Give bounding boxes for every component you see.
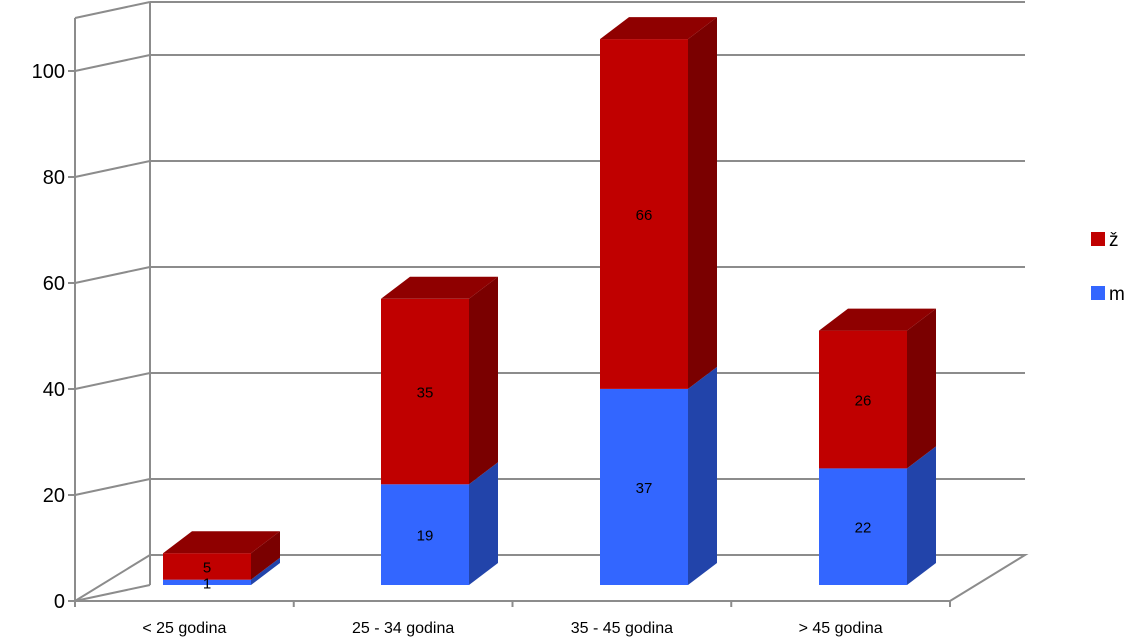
gridline-diagonal [74,478,151,496]
label-layer: 15 19 35 37 66 22 26 [203,207,872,592]
data-label: 35 [417,385,434,402]
bar-side-m [688,366,717,585]
bar-side-m [469,462,498,585]
y-tick-label: 20 [43,485,65,507]
legend: žm [1091,230,1125,305]
grid-layer [71,1,1029,602]
bar-top-ž [600,17,717,40]
data-label: 22 [855,520,872,537]
bar-side-ž [688,17,717,389]
y-tick-label: 80 [43,167,65,189]
legend-label: m [1109,284,1125,305]
wall-top-diagonal [74,1,151,19]
bar-segment-ž [600,39,688,389]
bar-segment-ž [163,553,251,580]
bar-segment-m [600,388,688,585]
gridline-diagonal [74,266,151,284]
bar-side-m [907,446,936,585]
data-label: 5 [203,559,211,576]
gridline-diagonal [74,160,151,178]
data-label: 26 [855,393,872,410]
bar-top-ž [819,308,936,331]
bar-side-ž [251,531,280,580]
y-tick-label: 0 [54,591,65,613]
data-label: 37 [636,480,653,497]
bar-segment-m [163,579,251,585]
legend-swatch-m [1091,286,1105,300]
bar-side-ž [469,276,498,485]
x-tick-label: 25 - 34 godina [352,620,454,637]
bar-segment-ž [819,330,907,469]
y-tick-label: 40 [43,379,65,401]
x-tick-label: > 45 godina [799,620,883,637]
bar-side-ž [907,308,936,469]
bar-segment-m [819,468,907,585]
gridline-diagonal [74,54,151,72]
y-tick-label: 60 [43,273,65,295]
axis-layer: 0 20 40 60 80 100 < 25 godina 25 - 34 godina 35 … [32,18,951,637]
x-tick-label: < 25 godina [142,620,226,637]
bar-layer [163,17,936,585]
gridline-diagonal [74,372,151,390]
legend-label: ž [1109,230,1119,251]
data-label: 66 [636,207,653,224]
data-label: 19 [417,528,434,545]
gridline-diagonal [74,584,151,602]
bar-segment-m [381,484,469,585]
bar-top-ž [163,531,280,554]
x-tick-label: 35 - 45 godina [571,620,673,637]
bar-side-m [251,557,280,585]
bar-top-ž [381,276,498,299]
legend-swatch-ž [1091,232,1105,246]
data-label: 1 [203,575,211,592]
bar-segment-ž [381,298,469,485]
y-tick-label: 100 [32,61,65,83]
